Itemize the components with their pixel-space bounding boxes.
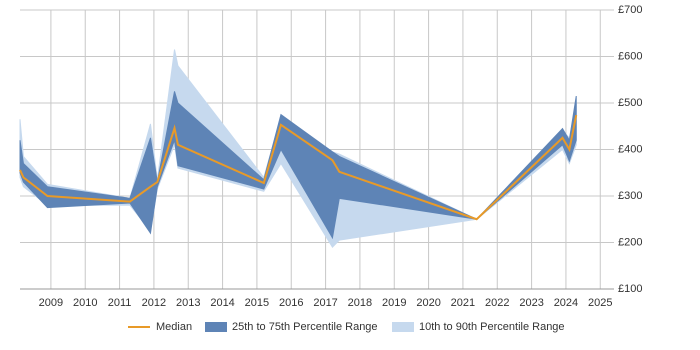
x-tick-label: 2019 <box>382 297 406 309</box>
x-tick-label: 2010 <box>73 297 97 309</box>
y-tick-label: £500 <box>618 97 642 109</box>
legend-label: 10th to 90th Percentile Range <box>419 321 565 333</box>
x-tick-label: 2014 <box>210 297 234 309</box>
x-tick-label: 2018 <box>348 297 372 309</box>
x-tick-label: 2017 <box>313 297 337 309</box>
y-tick-label: £200 <box>618 236 642 248</box>
y-tick-label: £400 <box>618 143 642 155</box>
y-tick-label: £600 <box>618 50 642 62</box>
legend-label: 25th to 75th Percentile Range <box>232 321 378 333</box>
x-tick-label: 2022 <box>485 297 509 309</box>
x-tick-label: 2013 <box>176 297 200 309</box>
percentile-band <box>19 91 577 240</box>
x-tick-label: 2016 <box>279 297 303 309</box>
x-tick-label: 2011 <box>108 297 132 309</box>
y-tick-label: £300 <box>618 190 642 202</box>
x-tick-label: 2021 <box>451 297 475 309</box>
legend-swatch <box>205 322 227 332</box>
x-tick-label: 2009 <box>39 297 63 309</box>
legend-swatch <box>392 322 414 332</box>
y-tick-label: £700 <box>618 4 642 16</box>
x-tick-label: 2025 <box>588 297 612 309</box>
median-line <box>19 114 578 221</box>
x-tick-label: 2023 <box>519 297 543 309</box>
x-tick-label: 2020 <box>416 297 440 309</box>
x-tick-label: 2024 <box>554 297 578 309</box>
legend-label: Median <box>156 321 192 333</box>
y-tick-label: £100 <box>618 283 642 295</box>
x-tick-label: 2015 <box>245 297 269 309</box>
x-tick-label: 2012 <box>142 297 166 309</box>
